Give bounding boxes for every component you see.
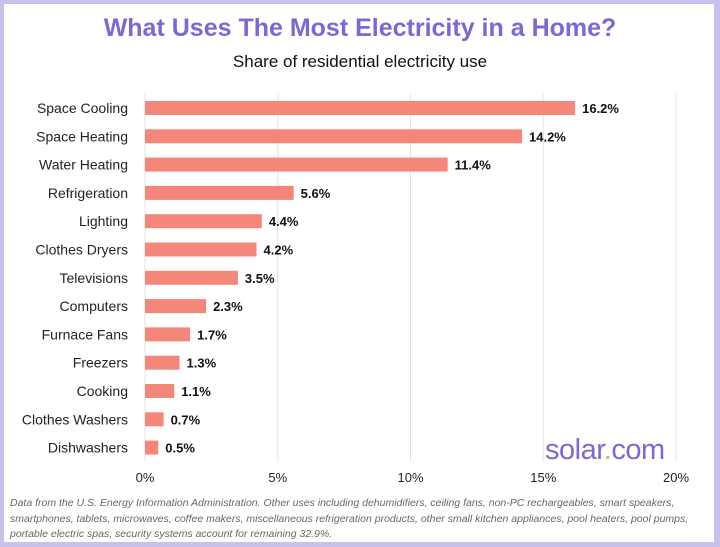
logo-tld: com [611,434,665,466]
data-label: 1.3% [187,356,217,371]
category-label: Televisions [60,270,128,286]
bar [145,327,191,342]
category-label: Cooking [77,383,128,399]
logo-name: solar [545,434,604,466]
data-label: 1.7% [197,327,227,342]
category-label: Clothes Washers [22,411,128,427]
chart-subtitle: Share of residential electricity use [232,52,488,71]
data-label: 0.5% [165,441,195,456]
bar [145,157,448,172]
data-label: 4.4% [269,214,299,229]
bar [145,242,257,257]
bar [145,270,238,285]
bar [145,299,207,314]
data-label: 1.1% [181,384,211,399]
category-label: Furnace Fans [42,326,128,342]
data-label: 0.7% [171,412,201,427]
bar [145,440,159,455]
data-label: 14.2% [529,129,566,144]
data-label: 4.2% [264,243,294,258]
category-label: Computers [60,298,128,314]
category-label: Lighting [79,213,128,229]
solar-com-logo: solar.com [545,434,665,467]
x-tick-label: 5% [268,470,287,485]
bar [145,412,164,427]
data-label: 16.2% [582,101,619,116]
data-label: 11.4% [455,158,492,173]
data-label: 5.6% [301,186,331,201]
logo-dot: . [603,434,612,466]
x-tick-label: 10% [397,470,423,485]
category-label: Refrigeration [48,185,128,201]
footnote: Data from the U.S. Energy Information Ad… [10,497,689,540]
bar [145,384,175,398]
chart-frame [4,4,714,542]
bar [145,214,262,229]
category-label: Clothes Dryers [35,242,128,258]
x-tick-label: 15% [530,470,556,485]
bar [145,129,523,144]
category-label: Space Cooling [37,100,128,116]
x-tick-label: 0% [136,470,155,485]
bar [145,101,576,115]
chart-title: What Uses The Most Electricity in a Home… [103,14,617,42]
data-label: 3.5% [245,271,275,286]
category-label: Water Heating [39,157,128,173]
category-label: Space Heating [36,128,128,144]
x-tick-label: 20% [663,470,689,485]
data-label: 2.3% [213,299,243,314]
category-label: Dishwashers [48,440,128,456]
bar [145,185,294,200]
category-label: Freezers [73,355,128,371]
bar [145,355,180,370]
